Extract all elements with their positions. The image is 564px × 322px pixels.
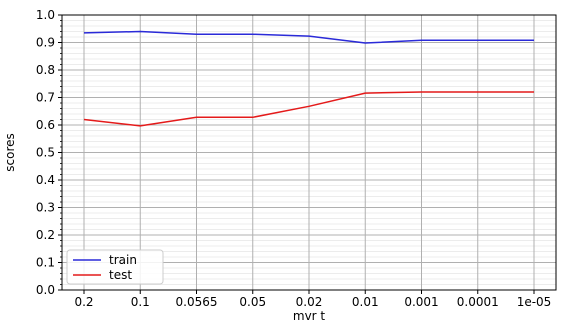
- y-tick-label: 0.1: [36, 256, 55, 270]
- x-tick-label: 0.0565: [176, 295, 218, 309]
- ticks-layer: 0.0 0.1 0.2 0.3 0.4 0.5 0.6 0.7 0.8 0.9 1.0 0.2 0.1 0…: [36, 8, 551, 309]
- y-tick-label: 0.3: [36, 201, 55, 215]
- x-tick-label: 0.01: [352, 295, 379, 309]
- y-axis-label: scores: [3, 133, 17, 172]
- y-tick-label: 0.5: [36, 146, 55, 160]
- x-tick-label: 0.1: [131, 295, 150, 309]
- y-tick-label: 0.4: [36, 173, 55, 187]
- grid-major: [62, 14, 556, 291]
- y-tick-label: 1.0: [36, 8, 55, 22]
- y-tick-label: 0.7: [36, 91, 55, 105]
- series-line-test: [83, 91, 534, 127]
- y-tick-label: 0.8: [36, 63, 55, 77]
- series-line-train: [83, 30, 534, 44]
- y-tick-label: 0.0: [36, 283, 55, 297]
- legend-label-test: test: [109, 268, 132, 282]
- x-tick-label: 0.02: [296, 295, 323, 309]
- x-tick-label: 0.0001: [457, 295, 499, 309]
- x-tick-label: 0.2: [74, 295, 93, 309]
- x-axis-label: mvr t: [293, 309, 326, 322]
- y-tick-label: 0.6: [36, 118, 55, 132]
- x-tick-label: 1e-05: [517, 295, 552, 309]
- x-tick-label: 0.05: [239, 295, 266, 309]
- legend-label-train: train: [109, 253, 137, 267]
- x-tick-label: 0.001: [404, 295, 438, 309]
- series-layer: [83, 30, 534, 127]
- y-tick-label: 0.2: [36, 228, 55, 242]
- y-tick-label: 0.9: [36, 36, 55, 50]
